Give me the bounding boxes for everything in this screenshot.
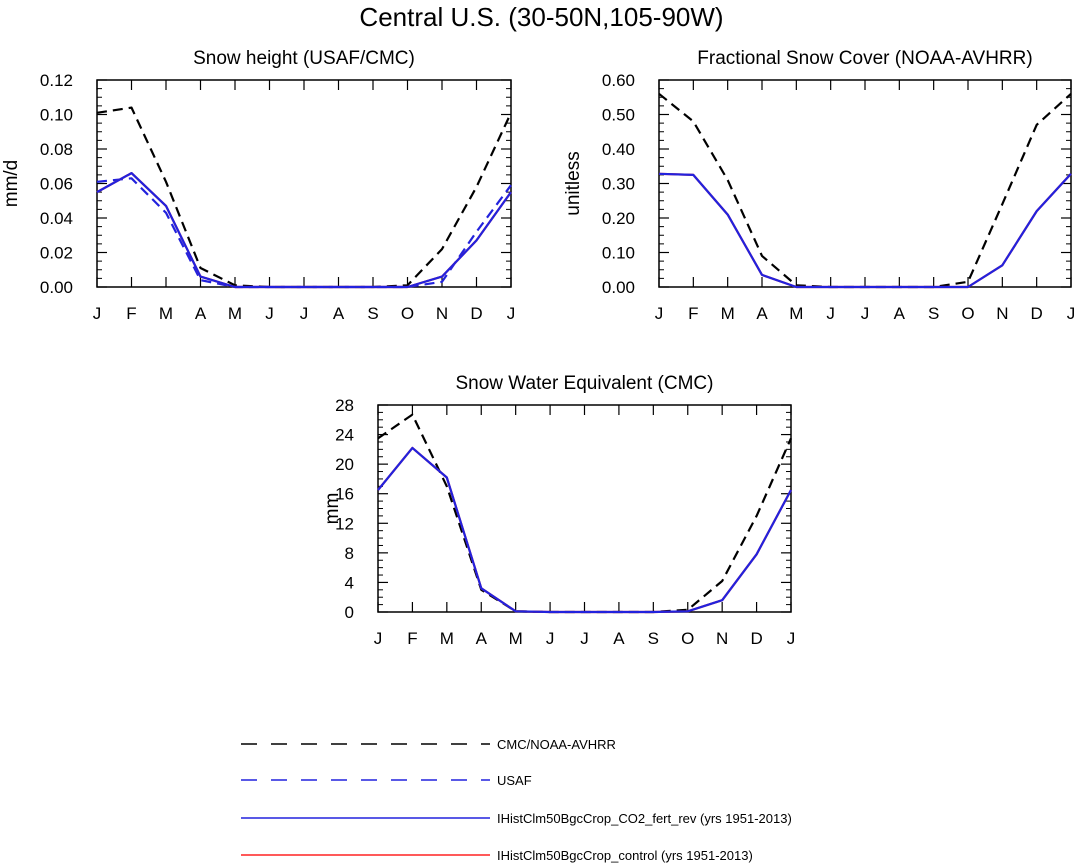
legend-label-2: USAF <box>497 773 532 788</box>
x-tick-label: A <box>613 629 625 648</box>
x-tick-label: A <box>756 304 768 323</box>
y-tick-label: 0.06 <box>40 175 73 194</box>
y-tick-label: 8 <box>345 544 354 563</box>
chart-panel-3: Snow Water Equivalent (CMC) mm 0 4 8 12 16 20 24… <box>322 373 795 648</box>
chart-panel-1: Snow height (USAF/CMC) mm/d 0.00 0.02 0.04 0.… <box>1 48 515 323</box>
x-tick-label: S <box>928 304 939 323</box>
x-tick-label: A <box>476 629 488 648</box>
x-tick-label: J <box>300 304 309 323</box>
x-tick-label: J <box>580 629 589 648</box>
x-tick-label: S <box>367 304 378 323</box>
series-line-1 <box>658 92 1072 289</box>
x-tick-label: J <box>265 304 274 323</box>
chart-title: Fractional Snow Cover (NOAA-AVHRR) <box>697 48 1032 69</box>
x-tick-label: N <box>436 304 448 323</box>
y-tick-label: 4 <box>345 573 354 592</box>
x-tick-label: O <box>961 304 974 323</box>
series-line-3 <box>658 172 1072 289</box>
y-tick-label: 0.10 <box>602 244 635 263</box>
y-tick-label: 0.50 <box>602 106 635 125</box>
x-tick-label: F <box>407 629 417 648</box>
y-tick-label: 16 <box>335 485 354 504</box>
y-tick-label: 0.00 <box>40 278 73 297</box>
y-tick-label: 0.02 <box>40 244 73 263</box>
x-tick-label: N <box>996 304 1008 323</box>
chart-panel-2: Fractional Snow Cover (NOAA-AVHRR) unitle… <box>563 48 1075 323</box>
y-tick-label: 0.30 <box>602 175 635 194</box>
y-tick-label: 0.12 <box>40 71 73 90</box>
x-tick-label: O <box>401 304 414 323</box>
y-axis-label: mm/d <box>1 160 22 208</box>
x-tick-label: F <box>126 304 136 323</box>
x-tick-label: J <box>861 304 870 323</box>
legend: CMC/NOAA-AVHRR USAF IHistClm50BgcCrop_CO2_… <box>241 737 792 863</box>
x-tick-label: J <box>546 629 555 648</box>
y-tick-label: 24 <box>335 426 354 445</box>
series-line-4 <box>96 172 512 289</box>
x-tick-label: M <box>440 629 454 648</box>
x-tick-label: A <box>195 304 207 323</box>
y-tick-label: 0.08 <box>40 140 73 159</box>
chart-title: Snow height (USAF/CMC) <box>193 48 415 69</box>
y-tick-label: 0.00 <box>602 278 635 297</box>
series-line-3 <box>377 446 792 614</box>
plot-frame <box>377 404 792 613</box>
x-tick-label: S <box>648 629 659 648</box>
y-axis-label: mm <box>322 493 343 525</box>
x-tick-label: A <box>333 304 345 323</box>
x-tick-label: M <box>159 304 173 323</box>
plot-frame <box>96 79 512 288</box>
x-tick-label: M <box>789 304 803 323</box>
x-tick-label: O <box>681 629 694 648</box>
y-tick-label: 0.60 <box>602 71 635 90</box>
y-tick-label: 0.04 <box>40 209 73 228</box>
y-tick-label: 12 <box>335 514 354 533</box>
x-tick-label: J <box>93 304 102 323</box>
x-tick-label: J <box>374 629 383 648</box>
series-line-1 <box>377 413 793 614</box>
x-tick-label: J <box>507 304 516 323</box>
y-axis-label: unitless <box>563 151 584 215</box>
legend-label-1: CMC/NOAA-AVHRR <box>497 737 616 752</box>
chart-title: Snow Water Equivalent (CMC) <box>456 373 714 394</box>
y-tick-label: 20 <box>335 455 354 474</box>
y-tick-label: 0 <box>345 603 354 622</box>
x-tick-label: N <box>716 629 728 648</box>
figure-title: Central U.S. (30-50N,105-90W) <box>359 2 724 32</box>
x-tick-label: M <box>509 629 523 648</box>
legend-label-3: IHistClm50BgcCrop_CO2_fert_rev (yrs 1951… <box>497 811 792 826</box>
x-tick-label: M <box>721 304 735 323</box>
y-tick-label: 0.10 <box>40 106 73 125</box>
y-tick-label: 0.40 <box>602 140 635 159</box>
x-tick-label: J <box>655 304 664 323</box>
y-tick-label: 28 <box>335 396 354 415</box>
x-tick-label: D <box>470 304 482 323</box>
x-tick-label: F <box>688 304 698 323</box>
x-tick-label: D <box>1031 304 1043 323</box>
x-tick-label: A <box>894 304 906 323</box>
legend-label-4: IHistClm50BgcCrop_control (yrs 1951-2013… <box>497 848 753 863</box>
x-tick-label: M <box>228 304 242 323</box>
x-tick-label: J <box>826 304 835 323</box>
x-tick-label: J <box>787 629 796 648</box>
x-tick-label: D <box>750 629 762 648</box>
x-tick-label: J <box>1067 304 1076 323</box>
series-line-1 <box>96 106 512 289</box>
y-tick-label: 0.20 <box>602 209 635 228</box>
